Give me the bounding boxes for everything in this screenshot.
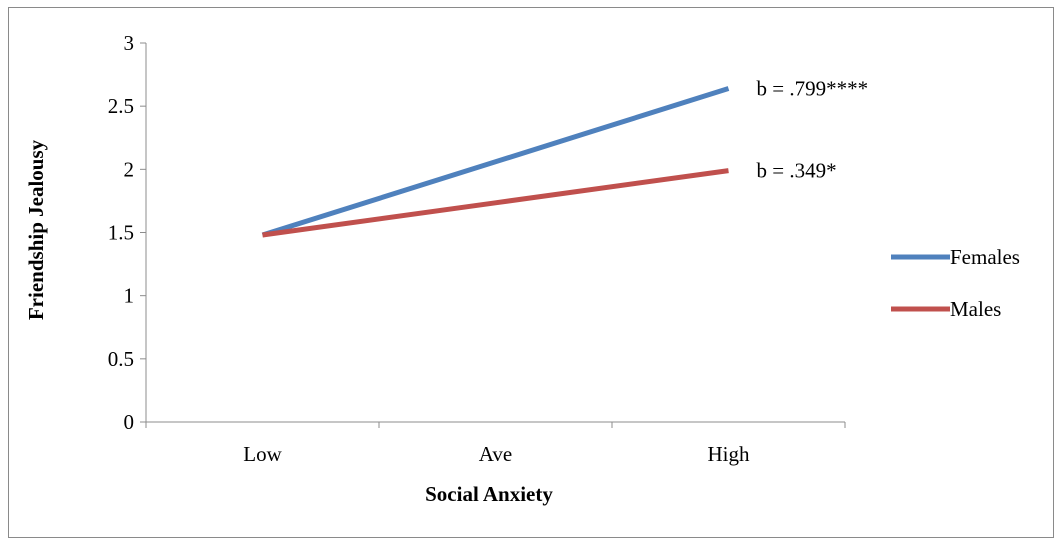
y-tick-label: 2 xyxy=(124,157,135,181)
x-tick-label: High xyxy=(708,442,751,466)
x-tick-label: Low xyxy=(243,442,282,466)
y-axis-title: Friendship Jealousy xyxy=(24,139,48,320)
series-line-females xyxy=(261,86,730,238)
legend-label-females: Females xyxy=(950,245,1020,269)
chart-frame xyxy=(8,7,1054,538)
x-axis-title: Social Anxiety xyxy=(425,482,553,506)
x-tick-label: Ave xyxy=(479,442,512,466)
annotations: b = .799**** b = .349* xyxy=(757,76,869,182)
y-tick-label: 0 xyxy=(124,410,135,434)
legend: Females Males xyxy=(891,245,1020,321)
x-ticks: Low Ave High xyxy=(145,422,846,466)
y-tick-label: 1.5 xyxy=(108,221,134,245)
y-tick-label: 0.5 xyxy=(108,347,134,371)
series-line-males xyxy=(262,168,729,238)
legend-label-males: Males xyxy=(950,297,1001,321)
y-ticks: 0 0.5 1 1.5 2 2.5 3 xyxy=(108,31,146,434)
slope-annotation: b = .349* xyxy=(757,159,837,183)
y-tick-label: 2.5 xyxy=(108,94,134,118)
slope-annotation: b = .799**** xyxy=(757,76,869,100)
axes-group xyxy=(145,43,845,423)
y-tick-label: 1 xyxy=(124,284,135,308)
series-lines xyxy=(261,86,730,238)
y-tick-label: 3 xyxy=(124,31,135,55)
